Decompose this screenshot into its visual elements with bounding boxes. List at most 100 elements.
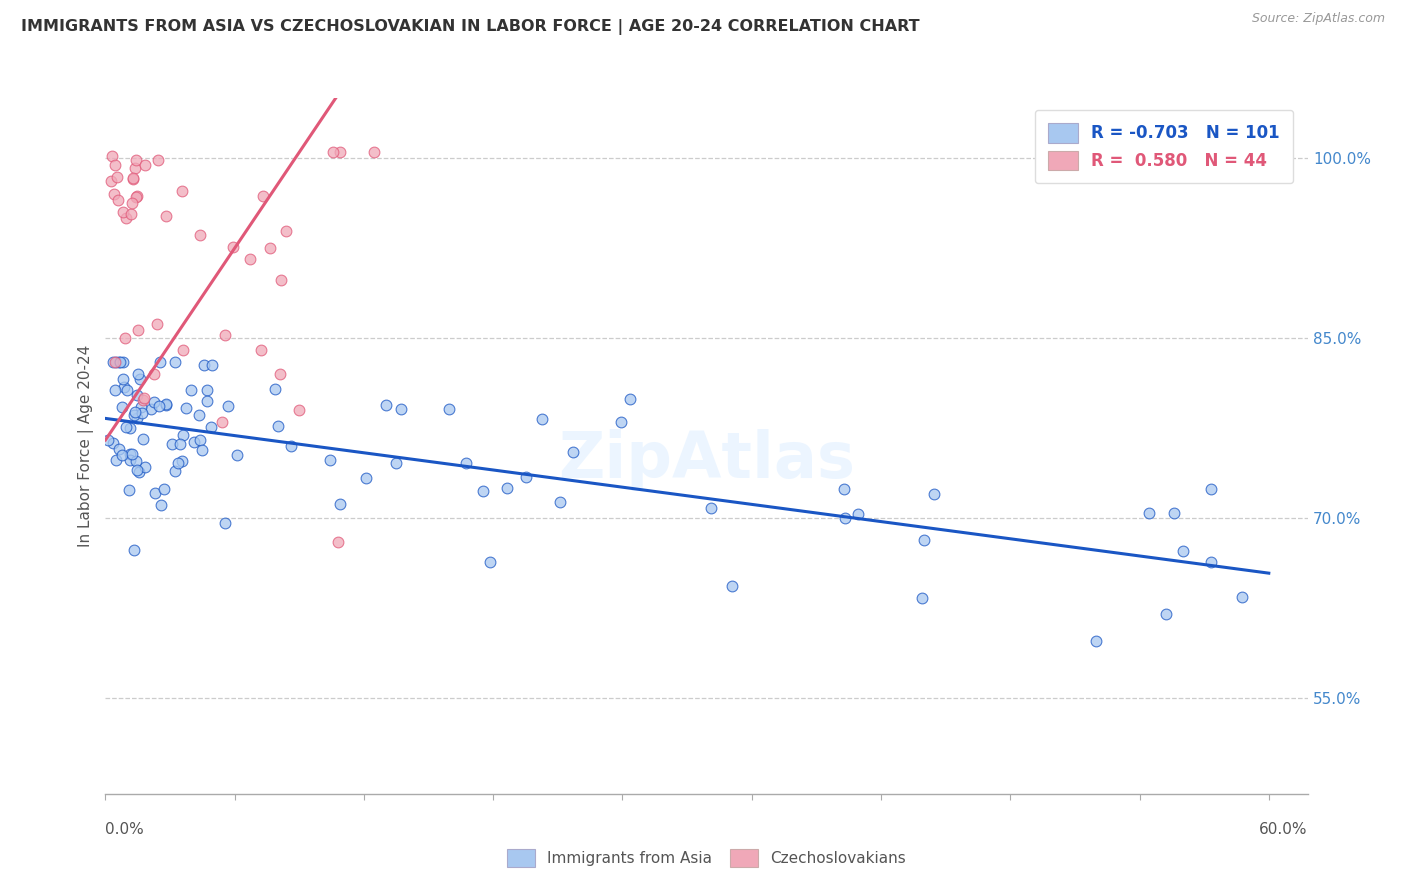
Point bbox=[721, 579, 744, 593]
Point bbox=[252, 189, 274, 203]
Point bbox=[104, 355, 127, 369]
Point bbox=[363, 145, 385, 160]
Point bbox=[834, 511, 856, 525]
Point bbox=[101, 436, 124, 450]
Text: 0.0%: 0.0% bbox=[105, 822, 145, 837]
Point bbox=[108, 442, 131, 456]
Point bbox=[139, 402, 162, 417]
Point bbox=[111, 401, 134, 415]
Point bbox=[115, 384, 138, 398]
Point bbox=[188, 408, 211, 422]
Point bbox=[124, 161, 146, 175]
Point bbox=[110, 355, 132, 369]
Point bbox=[385, 456, 408, 470]
Point bbox=[496, 481, 519, 495]
Point bbox=[114, 420, 136, 434]
Point bbox=[267, 419, 290, 434]
Point bbox=[120, 421, 142, 435]
Point bbox=[1173, 543, 1195, 558]
Point bbox=[288, 403, 311, 417]
Point bbox=[125, 189, 148, 203]
Point bbox=[375, 398, 398, 412]
Point bbox=[183, 434, 205, 449]
Point bbox=[319, 453, 342, 467]
Legend: Immigrants from Asia, Czechoslovakians: Immigrants from Asia, Czechoslovakians bbox=[501, 843, 912, 873]
Point bbox=[132, 392, 155, 407]
Point bbox=[530, 412, 553, 426]
Point bbox=[1163, 506, 1185, 520]
Point bbox=[111, 448, 134, 462]
Point bbox=[148, 399, 170, 413]
Point bbox=[922, 487, 945, 501]
Point bbox=[125, 153, 148, 168]
Point bbox=[329, 497, 352, 511]
Point bbox=[322, 145, 344, 160]
Point bbox=[122, 172, 145, 186]
Point bbox=[128, 465, 150, 479]
Point bbox=[211, 415, 233, 429]
Point bbox=[112, 204, 135, 219]
Point bbox=[122, 409, 145, 423]
Text: Source: ZipAtlas.com: Source: ZipAtlas.com bbox=[1251, 12, 1385, 25]
Point bbox=[172, 343, 194, 357]
Point bbox=[118, 483, 141, 497]
Point bbox=[114, 331, 136, 345]
Point bbox=[162, 437, 184, 451]
Point bbox=[249, 343, 271, 357]
Point bbox=[153, 482, 176, 496]
Text: IMMIGRANTS FROM ASIA VS CZECHOSLOVAKIAN IN LABOR FORCE | AGE 20-24 CORRELATION C: IMMIGRANTS FROM ASIA VS CZECHOSLOVAKIAN … bbox=[21, 20, 920, 35]
Point bbox=[142, 367, 165, 381]
Point bbox=[149, 355, 172, 369]
Point bbox=[148, 153, 170, 167]
Point bbox=[104, 384, 127, 398]
Point bbox=[166, 457, 188, 471]
Point bbox=[155, 398, 177, 412]
Point bbox=[131, 406, 153, 420]
Point bbox=[217, 399, 239, 413]
Point bbox=[437, 402, 460, 417]
Point bbox=[124, 405, 146, 419]
Point bbox=[201, 359, 224, 373]
Point bbox=[1199, 555, 1222, 569]
Point bbox=[134, 391, 156, 405]
Point bbox=[280, 439, 302, 453]
Point bbox=[120, 207, 142, 221]
Point bbox=[1085, 634, 1108, 648]
Point bbox=[356, 471, 378, 485]
Point bbox=[1137, 506, 1160, 520]
Point bbox=[239, 252, 262, 266]
Point bbox=[120, 452, 142, 467]
Point bbox=[195, 394, 218, 409]
Point bbox=[129, 400, 152, 414]
Point bbox=[97, 433, 120, 447]
Point bbox=[124, 543, 146, 558]
Point bbox=[832, 482, 855, 496]
Point bbox=[911, 591, 934, 605]
Point bbox=[329, 145, 352, 160]
Point bbox=[515, 470, 537, 484]
Point bbox=[112, 380, 135, 394]
Point bbox=[104, 158, 127, 172]
Point bbox=[172, 184, 194, 198]
Point bbox=[169, 437, 191, 451]
Point bbox=[112, 355, 135, 369]
Point bbox=[143, 395, 166, 409]
Point bbox=[112, 372, 135, 386]
Text: 60.0%: 60.0% bbox=[1260, 822, 1308, 837]
Point bbox=[479, 555, 502, 569]
Point bbox=[191, 443, 214, 458]
Point bbox=[263, 382, 285, 396]
Point bbox=[121, 196, 143, 211]
Point bbox=[562, 444, 585, 458]
Point bbox=[221, 239, 243, 253]
Point bbox=[269, 367, 291, 381]
Point bbox=[125, 454, 148, 468]
Point bbox=[699, 500, 721, 515]
Point bbox=[259, 241, 281, 255]
Point bbox=[127, 323, 149, 337]
Point bbox=[846, 507, 869, 521]
Point bbox=[103, 187, 125, 202]
Point bbox=[172, 427, 194, 442]
Point bbox=[195, 383, 218, 397]
Point bbox=[174, 401, 197, 415]
